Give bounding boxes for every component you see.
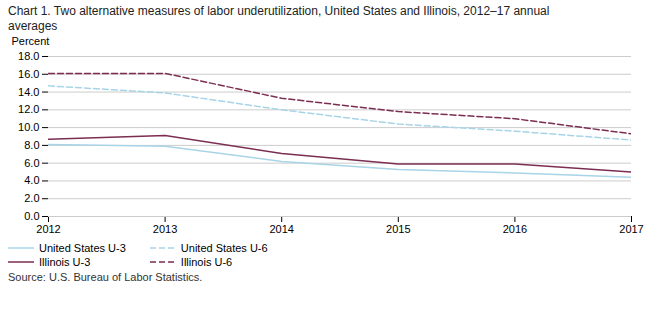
html-text:United States U-6: United States U-6	[180, 242, 268, 254]
svg-text:8.0: 8.0	[24, 139, 39, 151]
svg-text:2013: 2013	[153, 223, 177, 235]
html-text:Illinois U-6: Illinois U-6	[180, 256, 233, 268]
svg-text:0.0: 0.0	[24, 210, 39, 222]
svg-text:2016: 2016	[503, 223, 527, 235]
svg-text:Percent: Percent	[12, 35, 50, 47]
svg-text:2012: 2012	[36, 223, 60, 235]
svg-text:12.0: 12.0	[18, 103, 39, 115]
svg-text:2017: 2017	[619, 223, 643, 235]
svg-text:16.0: 16.0	[18, 68, 39, 80]
svg-text:14.0: 14.0	[18, 86, 39, 98]
html-text:Source: U.S. Bureau of Labor S: Source: U.S. Bureau of Labor Statistics.	[8, 271, 203, 283]
svg-text:6.0: 6.0	[24, 157, 39, 169]
html-text:averages: averages	[8, 19, 58, 33]
svg-text:2014: 2014	[269, 223, 293, 235]
svg-text:2.0: 2.0	[24, 192, 39, 204]
svg-text:4.0: 4.0	[24, 174, 39, 186]
svg-text:10.0: 10.0	[18, 121, 39, 133]
svg-text:2015: 2015	[386, 223, 410, 235]
html-text:United States U-3: United States U-3	[39, 242, 126, 254]
svg-text:18.0: 18.0	[18, 50, 39, 62]
html-text:Chart 1. Two alternative measu: Chart 1. Two alternative measures of lab…	[8, 4, 550, 18]
html-text:Illinois U-3: Illinois U-3	[39, 256, 91, 268]
